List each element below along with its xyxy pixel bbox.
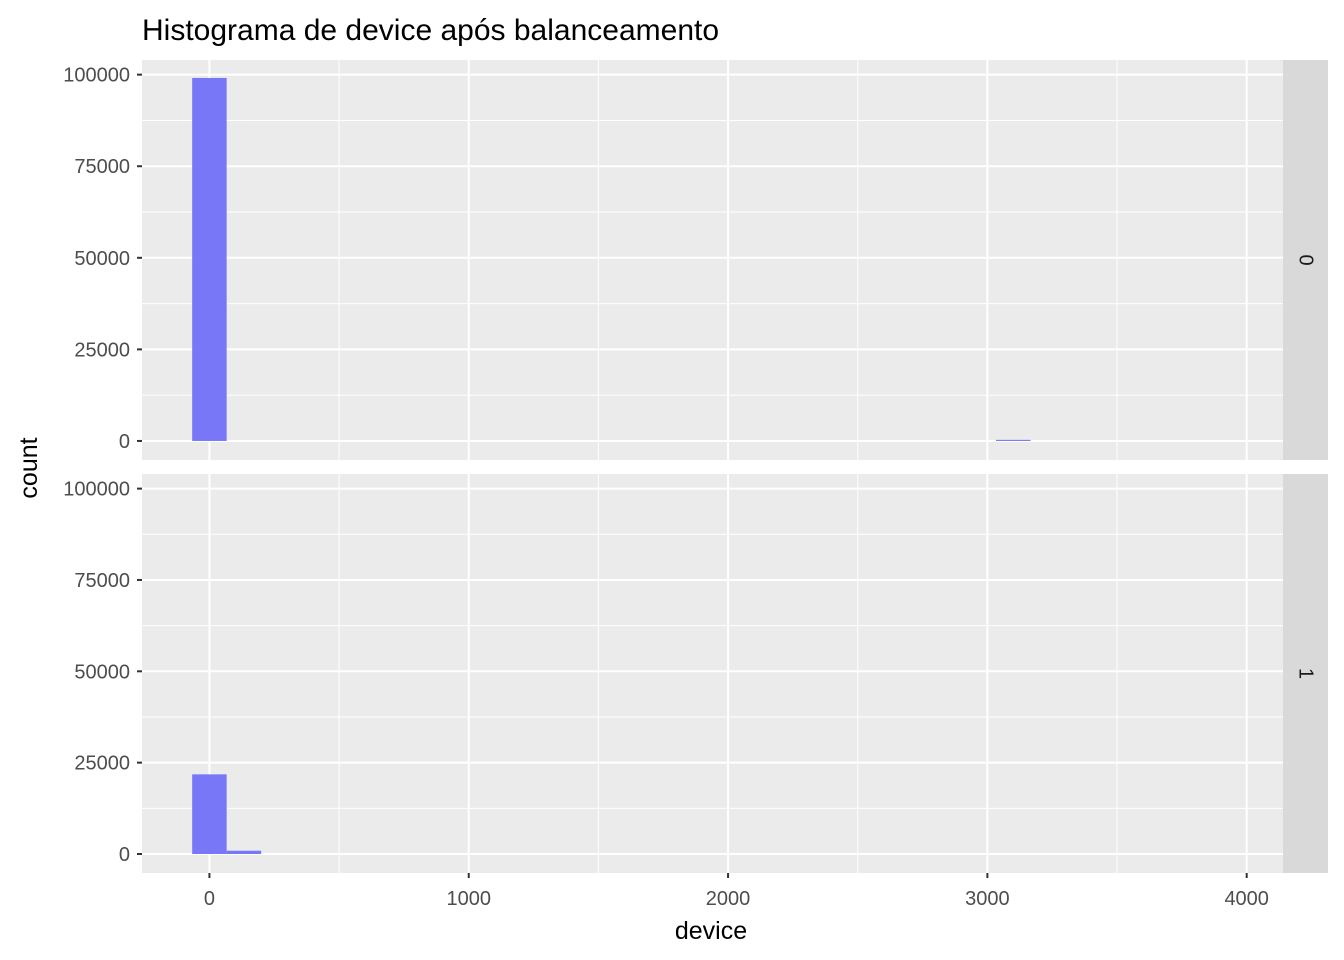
y-tick-label: 100000 [63, 65, 130, 87]
y-tick-label: 75000 [74, 570, 130, 592]
histogram-bar [192, 77, 227, 441]
y-tick-label: 75000 [74, 156, 130, 178]
y-tick-label: 100000 [63, 479, 130, 501]
facet-panel-0: 0 25000 50000 75000 100000 0 [63, 60, 1328, 460]
x-tick-label: 0 [204, 888, 215, 910]
x-tick-label: 1000 [446, 888, 491, 910]
x-tick-label: 4000 [1224, 888, 1269, 910]
y-axis-title: count [15, 437, 43, 498]
facet-panels: 0 25000 50000 75000 100000 0 0 25000 50000 75000 1… [63, 60, 1328, 910]
facet-strip [1283, 474, 1328, 873]
facet-strip-label: 0 [1295, 254, 1317, 265]
x-axis-title: device [675, 917, 747, 945]
y-tick-label: 0 [119, 844, 130, 866]
x-tick-label: 3000 [965, 888, 1010, 910]
facet-panel-1: 0 25000 50000 75000 100000 1 [63, 474, 1328, 873]
histogram-bar [996, 439, 1031, 441]
x-axis: 0 1000 2000 3000 4000 [204, 873, 1269, 910]
y-tick-label: 25000 [74, 753, 130, 775]
y-tick-label: 50000 [74, 248, 130, 270]
chart-title: Histograma de device após balanceamento [142, 14, 719, 47]
y-tick-label: 25000 [74, 339, 130, 361]
y-tick-label: 0 [119, 431, 130, 453]
facet-strip-label: 1 [1295, 668, 1317, 679]
panel-background [142, 474, 1283, 873]
panel-background [142, 60, 1283, 460]
x-tick-label: 2000 [706, 888, 751, 910]
histogram-bar [192, 774, 227, 854]
histogram-bar [226, 850, 262, 854]
facet-strip [1283, 60, 1328, 460]
y-tick-label: 50000 [74, 661, 130, 683]
